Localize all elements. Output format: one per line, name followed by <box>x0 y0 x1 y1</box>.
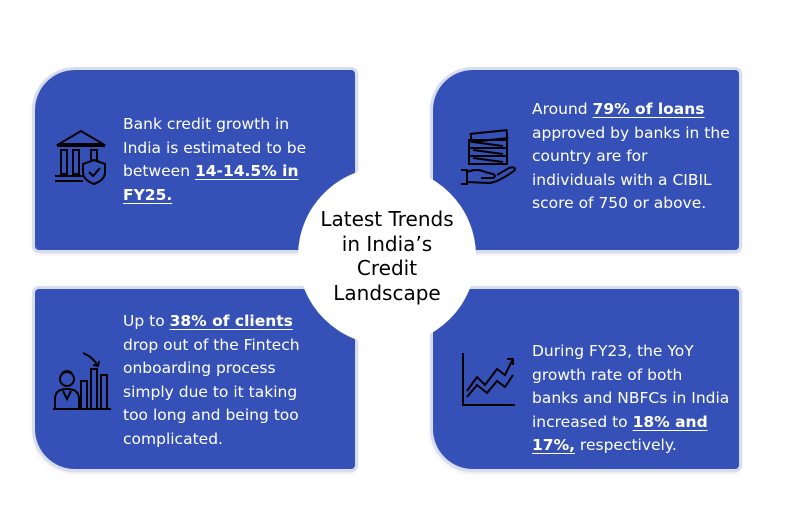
card-growth: During FY23, the YoY growth rate of both… <box>433 289 739 469</box>
card-loans-highlight: 79% of loans <box>592 100 705 118</box>
center-title: Latest Trends in India’s Credit Landscap… <box>320 207 454 305</box>
card-fintech-highlight: 38% of clients <box>169 312 293 330</box>
card-loans: Around 79% of loans approved by banks in… <box>433 70 739 250</box>
center-circle: Latest Trends in India’s Credit Landscap… <box>298 167 476 345</box>
card-bank-credit-highlight: 14-14.5% in FY25. <box>123 162 299 204</box>
money-hand-icon <box>459 128 517 186</box>
card-growth-text: During FY23, the YoY growth rate of both… <box>532 342 730 455</box>
card-bank-credit-text: Bank credit growth in India is estimated… <box>123 115 307 204</box>
card-bank-credit: Bank credit growth in India is estimated… <box>35 70 355 250</box>
card-fintech: Up to 38% of clients drop out of the Fin… <box>35 289 355 469</box>
person-declining-chart-icon <box>53 351 113 411</box>
card-loans-text: Around 79% of loans approved by banks in… <box>532 100 730 212</box>
card-growth-highlight: 18% and 17%, <box>532 412 708 455</box>
growth-chart-icon <box>459 351 517 409</box>
card-fintech-text: Up to 38% of clients drop out of the Fin… <box>123 312 300 448</box>
bank-shield-icon <box>53 128 109 186</box>
